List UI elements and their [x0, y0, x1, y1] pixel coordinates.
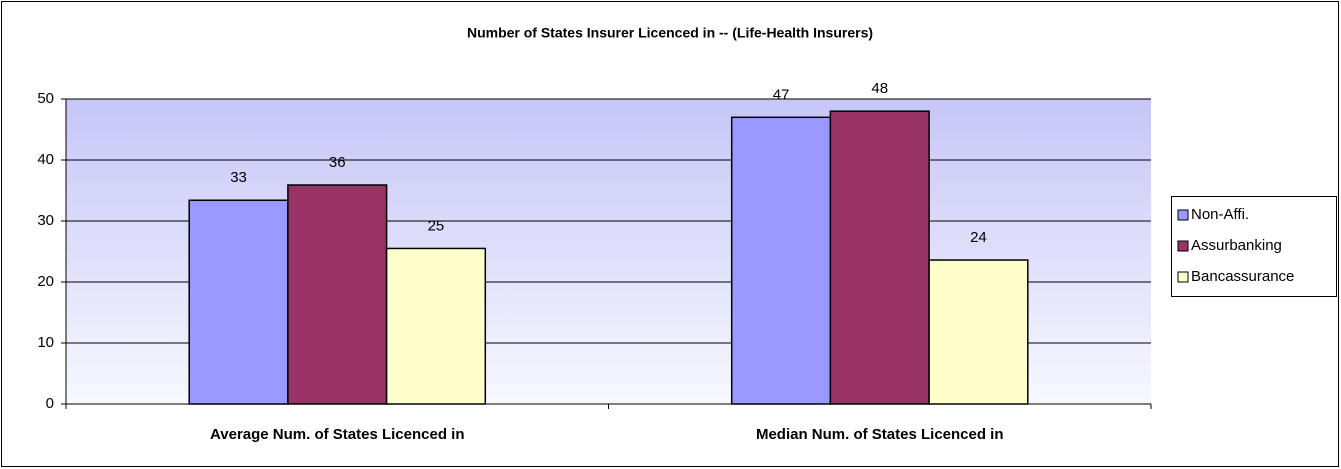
- legend: [1171, 196, 1337, 297]
- data-label: 33: [230, 169, 247, 186]
- bar: [829, 110, 930, 405]
- y-tick-label: 0: [46, 395, 54, 412]
- bar: [287, 184, 388, 405]
- chart-title: Number of States Insurer Licenced in -- …: [467, 25, 873, 41]
- y-tick-label: 30: [37, 212, 54, 229]
- bar: [730, 116, 832, 405]
- data-label: 48: [871, 80, 888, 97]
- bar: [928, 259, 1029, 405]
- y-tick-label: 10: [37, 334, 54, 351]
- legend-swatch: [1177, 240, 1189, 252]
- x-tick-label: Average Num. of States Licenced in: [210, 426, 465, 443]
- legend-label: Bancassurance: [1191, 268, 1294, 285]
- legend-swatch: [1177, 209, 1189, 221]
- data-label: 25: [428, 217, 445, 234]
- y-tick-label: 20: [37, 273, 54, 290]
- y-tick-label: 50: [37, 90, 54, 107]
- legend-label: Non-Affi.: [1191, 206, 1249, 223]
- data-label: 24: [970, 229, 987, 246]
- y-tick-label: 40: [37, 151, 54, 168]
- bar: [385, 247, 487, 405]
- bar: [188, 199, 289, 405]
- legend-label: Assurbanking: [1191, 237, 1282, 254]
- x-tick-label: Median Num. of States Licenced in: [756, 426, 1004, 443]
- data-label: 36: [329, 154, 346, 171]
- data-label: 47: [773, 86, 790, 103]
- legend-swatch: [1177, 271, 1189, 283]
